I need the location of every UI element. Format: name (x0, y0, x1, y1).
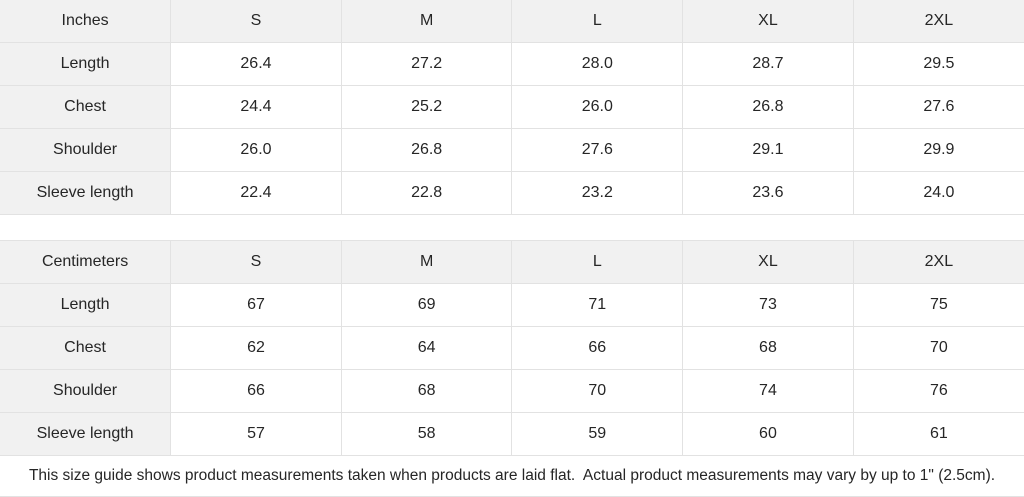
row-label-cell: Sleeve length (0, 171, 172, 215)
table-row: Length 67 69 71 73 75 (0, 283, 1024, 327)
value-cell: 29.9 (852, 128, 1024, 172)
size-guide-disclaimer: This size guide shows product measuremen… (0, 455, 1024, 497)
value-cell: 59 (511, 412, 684, 456)
table-row: Chest 62 64 66 68 70 (0, 326, 1024, 370)
value-cell: 27.2 (340, 42, 513, 86)
table-header-row: Inches S M L XL 2XL (0, 0, 1024, 43)
value-cell: 26.4 (170, 42, 342, 86)
value-cell: 26.0 (170, 128, 342, 172)
value-cell: 26.8 (682, 85, 854, 129)
value-cell: 23.2 (511, 171, 684, 215)
table-row: Chest 24.4 25.2 26.0 26.8 27.6 (0, 85, 1024, 129)
size-header-cell: S (170, 240, 342, 284)
value-cell: 71 (511, 283, 684, 327)
value-cell: 69 (340, 283, 513, 327)
value-cell: 73 (682, 283, 854, 327)
value-cell: 24.4 (170, 85, 342, 129)
value-cell: 22.4 (170, 171, 342, 215)
table-row: Shoulder 66 68 70 74 76 (0, 369, 1024, 413)
table-row: Shoulder 26.0 26.8 27.6 29.1 29.9 (0, 128, 1024, 172)
value-cell: 74 (682, 369, 854, 413)
value-cell: 23.6 (682, 171, 854, 215)
size-header-cell: M (340, 240, 513, 284)
value-cell: 57 (170, 412, 342, 456)
unit-header-cell: Inches (0, 0, 172, 43)
value-cell: 24.0 (852, 171, 1024, 215)
value-cell: 67 (170, 283, 342, 327)
size-header-cell: S (170, 0, 342, 43)
table-gap (0, 214, 1024, 241)
unit-header-cell: Centimeters (0, 240, 172, 284)
value-cell: 26.0 (511, 85, 684, 129)
value-cell: 66 (511, 326, 684, 370)
value-cell: 68 (682, 326, 854, 370)
size-header-cell: XL (682, 240, 854, 284)
centimeters-table: Centimeters S M L XL 2XL Length 67 69 71… (0, 240, 1024, 456)
table-row: Length 26.4 27.2 28.0 28.7 29.5 (0, 42, 1024, 86)
inches-table: Inches S M L XL 2XL Length 26.4 27.2 28.… (0, 0, 1024, 215)
value-cell: 27.6 (852, 85, 1024, 129)
value-cell: 76 (852, 369, 1024, 413)
row-label-cell: Length (0, 283, 172, 327)
size-header-cell: L (511, 0, 684, 43)
value-cell: 26.8 (340, 128, 513, 172)
size-header-cell: 2XL (852, 0, 1024, 43)
disclaimer-text: This size guide shows product measuremen… (28, 467, 996, 484)
value-cell: 60 (682, 412, 854, 456)
size-header-cell: L (511, 240, 684, 284)
table-row: Sleeve length 57 58 59 60 61 (0, 412, 1024, 456)
size-header-cell: XL (682, 0, 854, 43)
size-header-cell: 2XL (852, 240, 1024, 284)
value-cell: 58 (340, 412, 513, 456)
size-header-cell: M (340, 0, 513, 43)
row-label-cell: Length (0, 42, 172, 86)
value-cell: 70 (511, 369, 684, 413)
value-cell: 29.1 (682, 128, 854, 172)
value-cell: 22.8 (340, 171, 513, 215)
value-cell: 70 (852, 326, 1024, 370)
table-row: Sleeve length 22.4 22.8 23.2 23.6 24.0 (0, 171, 1024, 215)
value-cell: 28.7 (682, 42, 854, 86)
value-cell: 25.2 (340, 85, 513, 129)
table-header-row: Centimeters S M L XL 2XL (0, 240, 1024, 284)
row-label-cell: Shoulder (0, 369, 172, 413)
value-cell: 27.6 (511, 128, 684, 172)
row-label-cell: Chest (0, 85, 172, 129)
value-cell: 68 (340, 369, 513, 413)
value-cell: 66 (170, 369, 342, 413)
value-cell: 75 (852, 283, 1024, 327)
value-cell: 28.0 (511, 42, 684, 86)
value-cell: 61 (852, 412, 1024, 456)
row-label-cell: Chest (0, 326, 172, 370)
value-cell: 64 (340, 326, 513, 370)
row-label-cell: Sleeve length (0, 412, 172, 456)
value-cell: 29.5 (852, 42, 1024, 86)
row-label-cell: Shoulder (0, 128, 172, 172)
value-cell: 62 (170, 326, 342, 370)
